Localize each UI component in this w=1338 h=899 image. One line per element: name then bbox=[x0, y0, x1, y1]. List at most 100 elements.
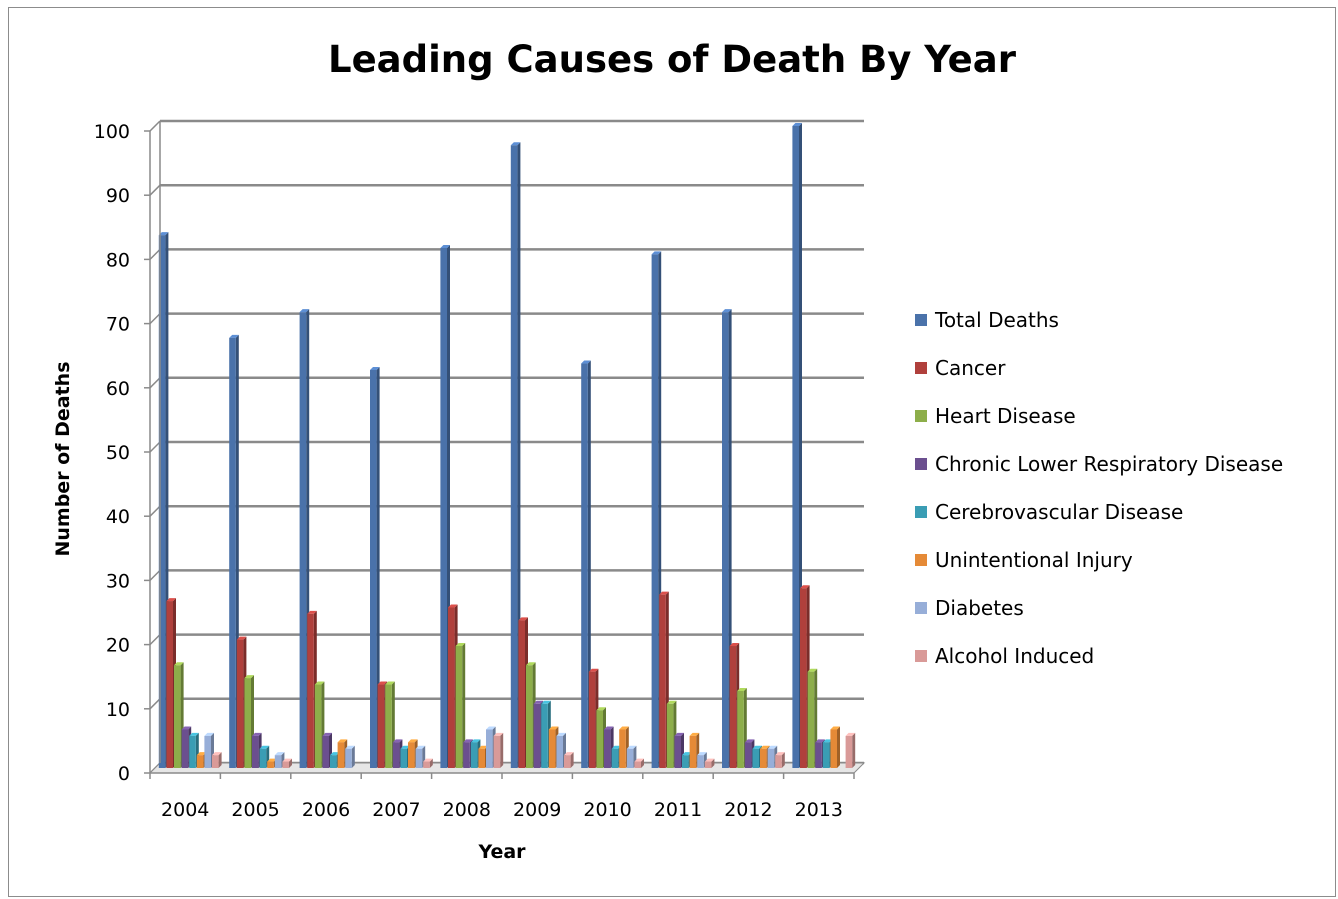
bar bbox=[212, 752, 222, 768]
legend-label: Unintentional Injury bbox=[935, 548, 1133, 572]
x-tick-label: 2006 bbox=[302, 799, 350, 821]
bar-front bbox=[378, 685, 385, 768]
bar-front bbox=[212, 755, 219, 768]
bar-front bbox=[752, 749, 759, 768]
bar-front bbox=[846, 736, 853, 768]
bar-front bbox=[730, 646, 737, 768]
bar-front bbox=[393, 742, 400, 768]
bar-front bbox=[478, 749, 485, 768]
y-tick-label: 100 bbox=[94, 121, 130, 143]
bar-front bbox=[315, 685, 322, 768]
bar-front bbox=[385, 685, 392, 768]
bar-front bbox=[440, 248, 447, 768]
bar-front bbox=[189, 736, 196, 768]
bar-front bbox=[823, 742, 830, 768]
bar-front bbox=[204, 736, 211, 768]
legend-swatch bbox=[915, 554, 927, 566]
legend-item: Cancer bbox=[915, 356, 1006, 380]
bar-front bbox=[423, 762, 430, 768]
legend: Total Deaths Cancer Heart Disease Chronic L… bbox=[915, 308, 1283, 668]
legend-item: Alcohol Induced bbox=[915, 644, 1094, 668]
bar-front bbox=[282, 762, 289, 768]
legend-item: Total Deaths bbox=[915, 308, 1059, 332]
legend-label: Heart Disease bbox=[935, 404, 1076, 428]
legend-item: Diabetes bbox=[915, 596, 1024, 620]
bar-front bbox=[486, 729, 493, 768]
y-tick-label: 0 bbox=[118, 763, 130, 785]
bar-front bbox=[244, 678, 251, 768]
x-tick-label: 2009 bbox=[513, 799, 561, 821]
bar-front bbox=[408, 742, 415, 768]
bar-front bbox=[627, 749, 634, 768]
bar bbox=[846, 733, 856, 768]
legend-swatch bbox=[915, 602, 927, 614]
y-tick-label: 50 bbox=[106, 442, 130, 464]
bar-front bbox=[307, 614, 314, 768]
bar-front bbox=[564, 755, 571, 768]
bar-front bbox=[511, 145, 518, 768]
y-tick-label: 30 bbox=[106, 570, 130, 592]
bar-front bbox=[596, 710, 603, 768]
x-tick-label: 2011 bbox=[654, 799, 702, 821]
bar-front bbox=[534, 704, 541, 768]
bar-front bbox=[722, 312, 729, 768]
bar-front bbox=[494, 736, 501, 768]
bar-front bbox=[760, 749, 767, 768]
bar-front bbox=[174, 665, 181, 768]
legend-swatch bbox=[915, 458, 927, 470]
legend-swatch bbox=[915, 362, 927, 374]
bar-side bbox=[837, 726, 840, 768]
legend-swatch bbox=[915, 506, 927, 518]
gridline-connector bbox=[150, 506, 160, 516]
bar-front bbox=[300, 312, 307, 768]
bar-front bbox=[768, 749, 775, 768]
legend-swatch bbox=[915, 410, 927, 422]
bar-front bbox=[322, 736, 329, 768]
bar-front bbox=[800, 588, 807, 768]
bar bbox=[775, 752, 785, 768]
bar-front bbox=[549, 729, 556, 768]
y-tick-label: 80 bbox=[106, 249, 130, 271]
bar-front bbox=[237, 640, 244, 768]
legend-label: Cancer bbox=[935, 356, 1006, 380]
bar-front bbox=[400, 749, 407, 768]
bar-front bbox=[604, 729, 611, 768]
bar-front bbox=[448, 608, 455, 769]
gridline-connector bbox=[150, 442, 160, 452]
chart-title: Leading Causes of Death By Year bbox=[328, 38, 1017, 81]
legend-item: Chronic Lower Respiratory Disease bbox=[915, 452, 1283, 476]
legend-label: Cerebrovascular Disease bbox=[935, 500, 1183, 524]
bar-front bbox=[267, 762, 274, 768]
bar-front bbox=[682, 755, 689, 768]
y-tick-label: 70 bbox=[106, 314, 130, 336]
bar-front bbox=[745, 742, 752, 768]
x-tick-label: 2005 bbox=[231, 799, 279, 821]
bar-front bbox=[330, 755, 337, 768]
gridline-connector bbox=[150, 314, 160, 324]
y-axis-title: Number of Deaths bbox=[52, 361, 74, 556]
legend-swatch bbox=[915, 314, 927, 326]
gridline-connector bbox=[150, 185, 160, 195]
bar-front bbox=[808, 672, 815, 768]
gridline-connector bbox=[150, 699, 160, 709]
bar-front bbox=[456, 646, 463, 768]
bar-front bbox=[197, 755, 204, 768]
legend-item: Cerebrovascular Disease bbox=[915, 500, 1183, 524]
bar-front bbox=[830, 729, 837, 768]
y-tick-label: 10 bbox=[106, 699, 130, 721]
x-tick-label: 2010 bbox=[583, 799, 631, 821]
bar-front bbox=[705, 762, 712, 768]
x-tick-label: 2008 bbox=[443, 799, 491, 821]
x-tick-label: 2013 bbox=[795, 799, 843, 821]
bar-front bbox=[345, 749, 352, 768]
gridline-connector bbox=[150, 570, 160, 580]
bar-front bbox=[792, 126, 799, 768]
legend-label: Total Deaths bbox=[934, 308, 1059, 332]
legend-label: Diabetes bbox=[935, 596, 1024, 620]
bar bbox=[494, 733, 504, 768]
bar-front bbox=[674, 736, 681, 768]
bar-front bbox=[659, 595, 666, 768]
bar-front bbox=[612, 749, 619, 768]
bar-front bbox=[815, 742, 822, 768]
gridline-connector bbox=[150, 378, 160, 388]
